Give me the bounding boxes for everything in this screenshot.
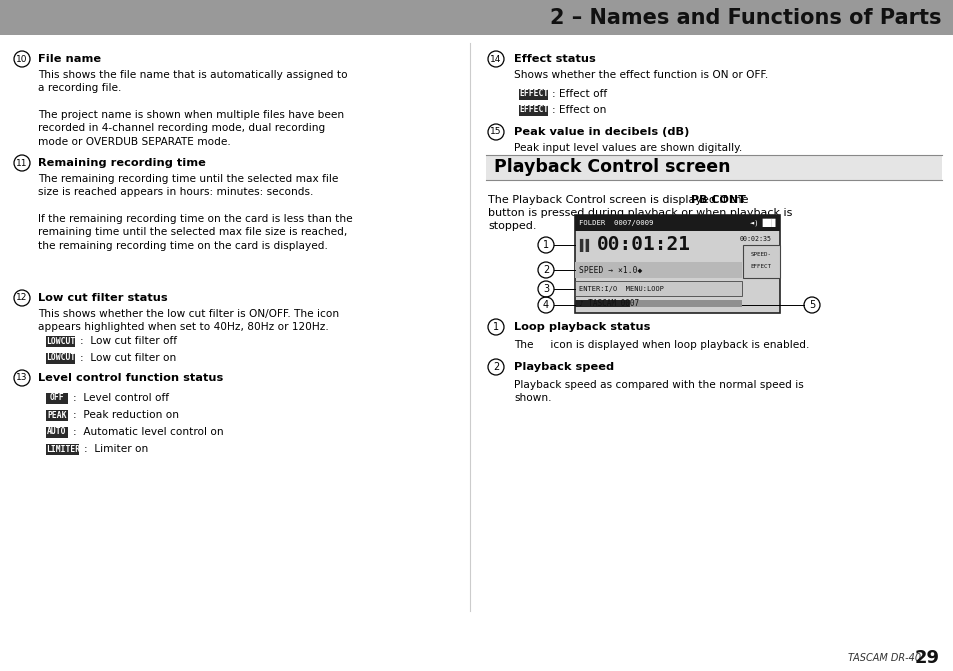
Text: 12: 12 — [16, 293, 28, 303]
Text: File name: File name — [38, 54, 101, 64]
Text: 14: 14 — [490, 54, 501, 64]
Text: Peak input level values are shown digitally.: Peak input level values are shown digita… — [514, 143, 741, 153]
Text: TASCAM DR-40: TASCAM DR-40 — [847, 653, 921, 663]
Text: PEAK: PEAK — [48, 411, 67, 419]
Text: EFFECT: EFFECT — [518, 89, 548, 99]
Text: This shows whether the low cut filter is ON/OFF. The icon
appears highlighted wh: This shows whether the low cut filter is… — [38, 309, 338, 332]
Bar — [575, 215, 780, 313]
Text: :  Low cut filter off: : Low cut filter off — [80, 336, 177, 346]
FancyBboxPatch shape — [46, 444, 79, 454]
Text: 1: 1 — [542, 240, 549, 250]
Text: Low cut filter status: Low cut filter status — [38, 293, 168, 303]
Text: 13: 13 — [16, 374, 28, 382]
Text: The     icon is displayed when loop playback is enabled.: The icon is displayed when loop playback… — [514, 340, 808, 350]
Text: 11: 11 — [16, 158, 28, 168]
Bar — [742, 245, 780, 278]
Text: :  Level control off: : Level control off — [73, 393, 169, 403]
Text: 00:02:35: 00:02:35 — [740, 236, 771, 242]
Text: FOLDER  0007/0009: FOLDER 0007/0009 — [578, 220, 653, 226]
Text: 2: 2 — [493, 362, 498, 372]
Text: :  Peak reduction on: : Peak reduction on — [73, 410, 179, 420]
Text: ENTER:I/O  MENU:LOOP: ENTER:I/O MENU:LOOP — [578, 286, 663, 292]
Text: Peak value in decibels (dB): Peak value in decibels (dB) — [514, 127, 689, 137]
Text: LIMITER: LIMITER — [46, 444, 80, 454]
Bar — [575, 300, 741, 307]
Text: 5: 5 — [808, 300, 814, 310]
FancyBboxPatch shape — [46, 409, 68, 421]
FancyBboxPatch shape — [518, 89, 548, 99]
Text: EFFECT: EFFECT — [750, 264, 771, 268]
Text: Shows whether the effect function is ON or OFF.: Shows whether the effect function is ON … — [514, 70, 767, 80]
Text: 3: 3 — [542, 284, 549, 294]
Bar — [575, 215, 780, 231]
Text: 1: 1 — [493, 322, 498, 332]
Text: 29: 29 — [914, 649, 939, 667]
FancyBboxPatch shape — [46, 427, 68, 437]
Text: LOWCUT: LOWCUT — [46, 354, 75, 362]
FancyBboxPatch shape — [46, 336, 75, 346]
Text: OFF: OFF — [50, 393, 64, 403]
Text: Playback Control screen: Playback Control screen — [494, 158, 730, 176]
Text: 00:01:21: 00:01:21 — [597, 236, 690, 254]
Text: Level control function status: Level control function status — [38, 373, 223, 383]
Text: :  Automatic level control on: : Automatic level control on — [73, 427, 223, 437]
Text: 2 – Names and Functions of Parts: 2 – Names and Functions of Parts — [550, 8, 941, 28]
Text: AUTO: AUTO — [48, 427, 67, 437]
FancyBboxPatch shape — [518, 105, 548, 115]
Text: 10: 10 — [16, 54, 28, 64]
Bar — [0, 0, 953, 35]
Text: SPEED-: SPEED- — [750, 252, 771, 256]
Bar — [485, 155, 941, 180]
Text: :  Low cut filter on: : Low cut filter on — [80, 353, 176, 363]
Text: stopped.: stopped. — [488, 221, 536, 231]
Text: The remaining recording time until the selected max file
size is reached appears: The remaining recording time until the s… — [38, 174, 353, 251]
Text: :  Limiter on: : Limiter on — [84, 444, 149, 454]
Text: : Effect off: : Effect off — [552, 89, 607, 99]
Bar — [575, 262, 741, 278]
Text: 4: 4 — [542, 300, 549, 310]
Text: Playback speed: Playback speed — [514, 362, 614, 372]
Text: ◄) ███: ◄) ███ — [750, 219, 775, 227]
Text: The Playback Control screen is displayed if the: The Playback Control screen is displayed… — [488, 195, 751, 205]
Text: ▌▌: ▌▌ — [578, 238, 592, 252]
Text: EFFECT: EFFECT — [518, 105, 548, 115]
Text: : Effect on: : Effect on — [552, 105, 606, 115]
Text: Loop playback status: Loop playback status — [514, 322, 650, 332]
Bar — [575, 300, 629, 307]
Text: PB CONT: PB CONT — [690, 195, 744, 205]
Text: Remaining recording time: Remaining recording time — [38, 158, 206, 168]
Text: SPEED → ×1.0◆: SPEED → ×1.0◆ — [578, 266, 641, 274]
Text: This shows the file name that is automatically assigned to
a recording file.

Th: This shows the file name that is automat… — [38, 70, 347, 147]
Text: 2: 2 — [542, 265, 549, 275]
FancyBboxPatch shape — [46, 393, 68, 403]
Text: Effect status: Effect status — [514, 54, 595, 64]
FancyBboxPatch shape — [46, 352, 75, 364]
Text: button is pressed during playback or when playback is: button is pressed during playback or whe… — [488, 208, 792, 218]
Text: ♪ TASCAM 0007: ♪ TASCAM 0007 — [578, 299, 639, 308]
Text: Playback speed as compared with the normal speed is
shown.: Playback speed as compared with the norm… — [514, 380, 803, 403]
Text: LOWCUT: LOWCUT — [46, 336, 75, 346]
Bar — [575, 281, 741, 296]
Text: 15: 15 — [490, 127, 501, 136]
